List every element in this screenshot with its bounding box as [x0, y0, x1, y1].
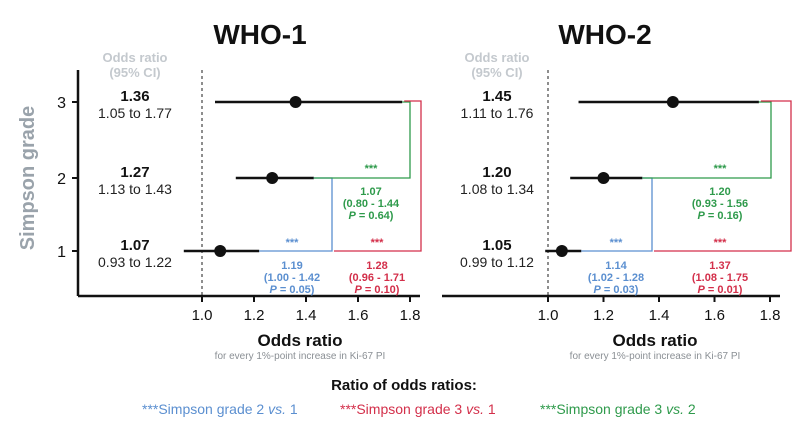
- confidence-interval-label: 1.13 to 1.43: [98, 181, 172, 197]
- confidence-interval-label: 0.99 to 1.12: [460, 254, 534, 270]
- column-header-odds-ratio: Odds ratio: [464, 50, 529, 65]
- ratio-grade-3-vs-2-ci: (0.93 - 1.56: [692, 198, 748, 210]
- confidence-interval-label: 0.93 to 1.22: [98, 254, 172, 270]
- odds-ratio-value: 1.07: [120, 237, 149, 254]
- bracket-grade-3-vs-1: [654, 100, 792, 252]
- ratio-grade-3-vs-1-p: P = 0.10): [355, 284, 400, 296]
- ratio-grade-2-vs-1-p: P = 0.05): [270, 284, 315, 296]
- ratio-grade-3-vs-2-ci: (0.80 - 1.44: [343, 198, 400, 210]
- panel-title: WHO-2: [558, 19, 651, 50]
- ratio-grade-2-vs-1-stars: ***: [610, 237, 624, 249]
- point-estimate-grade-2: [597, 172, 610, 184]
- column-header-ci: (95% CI): [471, 65, 522, 80]
- ratio-grade-3-vs-2-value: 1.20: [709, 186, 730, 198]
- ratio-grade-2-vs-1-ci: (1.02 - 1.28: [588, 272, 644, 284]
- x-tick-label: 1.6: [348, 307, 369, 324]
- confidence-interval-label: 1.11 to 1.76: [461, 105, 534, 121]
- odds-ratio-value: 1.27: [120, 164, 149, 181]
- x-axis-sublabel: for every 1%-point increase in Ki-67 PI: [570, 351, 741, 362]
- x-tick-label: 1.8: [400, 307, 421, 324]
- column-header-ci: (95% CI): [109, 65, 160, 80]
- x-axis-label: Odds ratio: [257, 331, 342, 350]
- y-axis-label: Simpson grade: [17, 106, 39, 250]
- odds-ratio-value: 1.36: [120, 88, 149, 105]
- odds-ratio-value: 1.45: [482, 88, 511, 105]
- x-tick-label: 1.8: [760, 307, 781, 324]
- y-tick-label-grade-2: 2: [57, 171, 66, 188]
- bracket-grade-3-vs-2: [642, 101, 772, 179]
- ratio-grade-3-vs-2-value: 1.07: [360, 186, 381, 198]
- y-tick-label-grade-1: 1: [57, 244, 66, 261]
- ratio-grade-3-vs-1-stars: ***: [714, 237, 728, 249]
- legend-entry: ***Simpson grade 3 vs. 2: [540, 401, 696, 417]
- ratio-grade-2-vs-1-value: 1.14: [605, 260, 627, 272]
- ratio-grade-3-vs-1-value: 1.28: [366, 260, 387, 272]
- legend-entry: ***Simpson grade 2 vs. 1: [142, 401, 298, 417]
- x-tick-label: 1.4: [296, 307, 317, 324]
- legend-entry: ***Simpson grade 3 vs. 1: [340, 401, 496, 417]
- panel-title: WHO-1: [213, 19, 306, 50]
- bracket-grade-3-vs-2: [313, 101, 411, 179]
- ratio-grade-2-vs-1-value: 1.19: [281, 260, 302, 272]
- confidence-interval-label: 1.05 to 1.77: [98, 105, 172, 121]
- ratio-grade-3-vs-1-ci: (0.96 - 1.71: [349, 272, 405, 284]
- point-estimate-grade-1: [214, 245, 227, 257]
- y-tick-label-grade-3: 3: [57, 95, 66, 112]
- odds-ratio-value: 1.05: [482, 237, 511, 254]
- x-tick-label: 1.4: [649, 307, 670, 324]
- ratio-grade-3-vs-2-stars: ***: [365, 163, 379, 175]
- ratio-grade-3-vs-1-stars: ***: [371, 237, 385, 249]
- ratio-grade-2-vs-1-p: P = 0.03): [594, 284, 639, 296]
- x-tick-label: 1.0: [192, 307, 213, 324]
- odds-ratio-value: 1.20: [482, 164, 511, 181]
- ratio-grade-3-vs-1-p: P = 0.01): [698, 284, 743, 296]
- ratio-grade-2-vs-1-stars: ***: [286, 237, 300, 249]
- x-tick-label: 1.0: [538, 307, 559, 324]
- bracket-grade-3-vs-1: [334, 100, 422, 252]
- ratio-grade-3-vs-1-value: 1.37: [709, 260, 730, 272]
- ratio-grade-3-vs-2-p: P = 0.16): [698, 210, 743, 222]
- ratio-grade-3-vs-2-p: P = 0.64): [349, 210, 394, 222]
- point-estimate-grade-1: [555, 245, 568, 257]
- x-tick-label: 1.6: [704, 307, 725, 324]
- x-axis-sublabel: for every 1%-point increase in Ki-67 PI: [215, 351, 386, 362]
- confidence-interval-label: 1.08 to 1.34: [460, 181, 534, 197]
- legend-title: Ratio of odds ratios:: [331, 377, 477, 394]
- x-tick-label: 1.2: [244, 307, 265, 324]
- point-estimate-grade-2: [266, 172, 279, 184]
- x-axis-label: Odds ratio: [612, 331, 697, 350]
- point-estimate-grade-3: [289, 96, 302, 108]
- x-tick-label: 1.2: [593, 307, 614, 324]
- point-estimate-grade-3: [666, 96, 679, 108]
- ratio-grade-3-vs-1-ci: (1.08 - 1.75: [692, 272, 748, 284]
- ratio-grade-2-vs-1-ci: (1.00 - 1.42: [264, 272, 320, 284]
- ratio-grade-3-vs-2-stars: ***: [714, 163, 728, 175]
- column-header-odds-ratio: Odds ratio: [102, 50, 167, 65]
